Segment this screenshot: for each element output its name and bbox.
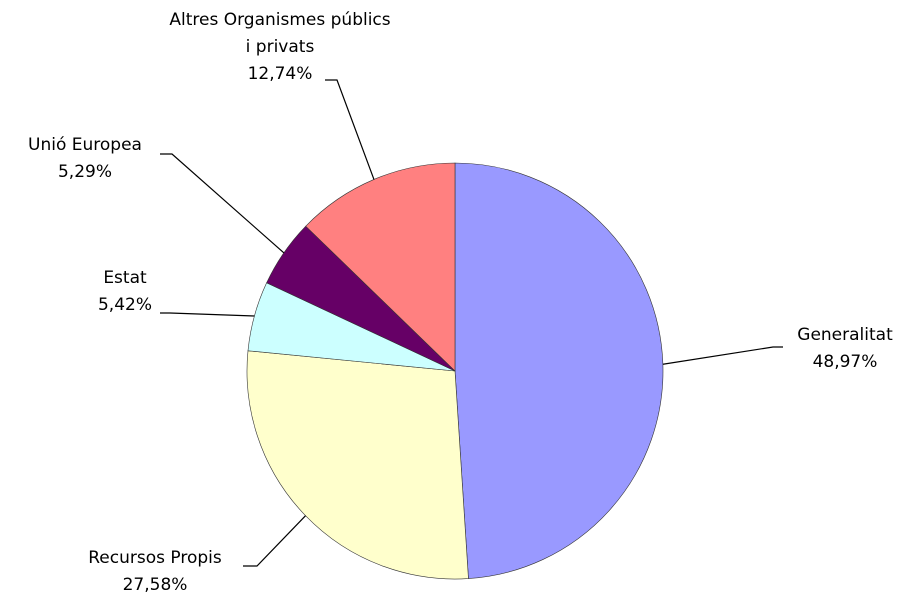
value-label: 12,74% (247, 64, 313, 84)
value-label: 27,58% (122, 575, 188, 595)
slice-label: Estat 5,42% (98, 265, 152, 319)
category-label: Estat (103, 268, 147, 288)
category-label: Unió Europea (28, 135, 142, 155)
leader-line (160, 153, 285, 254)
category-label: Altres Organismes públics i privats (169, 10, 391, 57)
category-label: Generalitat (797, 325, 893, 345)
slice-label: Unió Europea 5,29% (28, 132, 142, 186)
value-label: 48,97% (812, 352, 878, 372)
leader-line (160, 312, 255, 317)
slice-label: Altres Organismes públics i privats 12,74… (165, 7, 395, 88)
pie-slice (454, 162, 664, 579)
leader-line (243, 515, 306, 567)
value-label: 5,29% (57, 162, 113, 182)
leader-line (662, 346, 783, 365)
value-label: 5,42% (97, 295, 153, 315)
category-label: Recursos Propis (88, 548, 222, 568)
pie-slice (246, 350, 469, 580)
leader-line (325, 79, 375, 180)
slice-label: Generalitat 48,97% (797, 322, 892, 376)
slice-label: Recursos Propis 27,58% (88, 545, 221, 599)
